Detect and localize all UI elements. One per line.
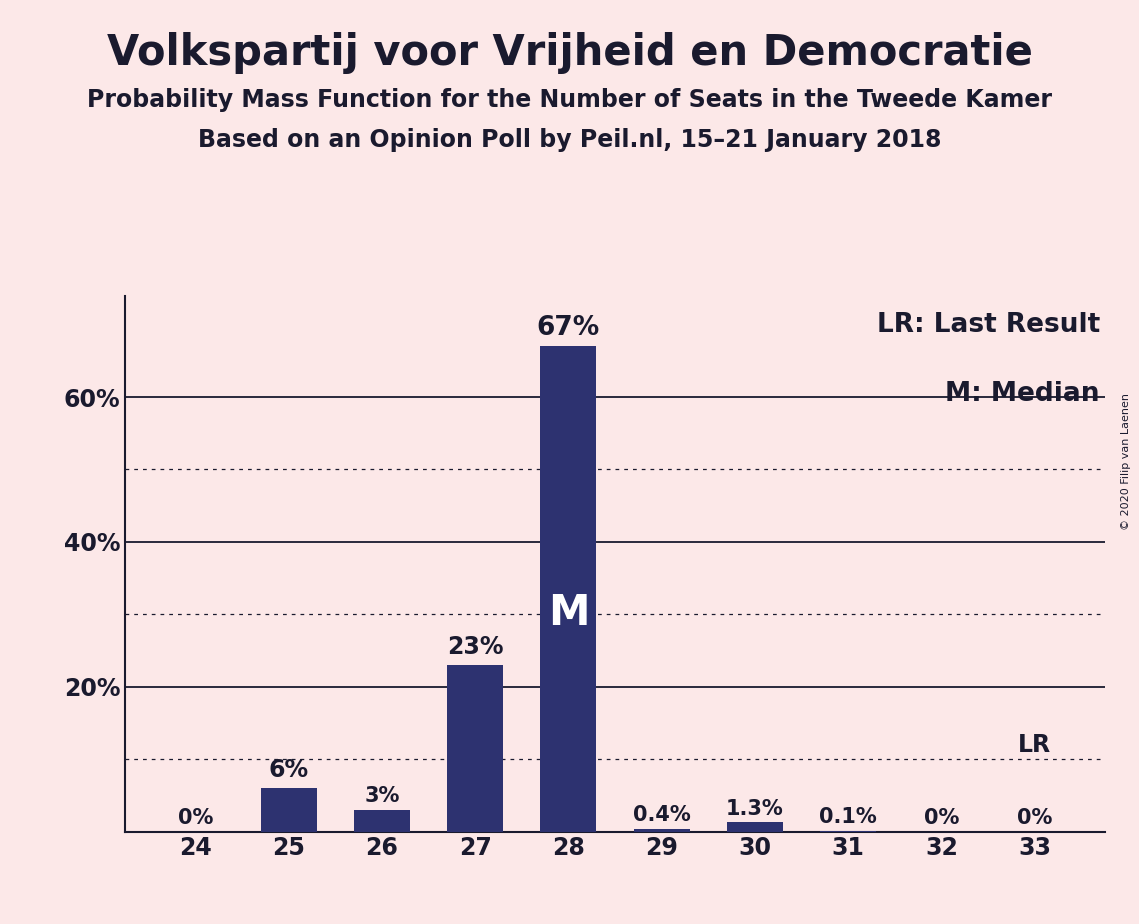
Text: Probability Mass Function for the Number of Seats in the Tweede Kamer: Probability Mass Function for the Number…: [87, 88, 1052, 112]
Text: LR: Last Result: LR: Last Result: [877, 311, 1100, 338]
Text: 0%: 0%: [1017, 808, 1052, 828]
Bar: [727, 822, 782, 832]
Text: 0%: 0%: [178, 808, 213, 828]
Text: 6%: 6%: [269, 759, 309, 783]
Text: 0.4%: 0.4%: [633, 805, 690, 825]
Text: 1.3%: 1.3%: [727, 798, 784, 819]
Text: M: M: [548, 592, 589, 634]
Text: 0%: 0%: [924, 808, 959, 828]
Text: Volkspartij voor Vrijheid en Democratie: Volkspartij voor Vrijheid en Democratie: [107, 32, 1032, 74]
Text: Based on an Opinion Poll by Peil.nl, 15–21 January 2018: Based on an Opinion Poll by Peil.nl, 15–…: [198, 128, 941, 152]
Text: 23%: 23%: [446, 635, 503, 659]
Bar: [448, 665, 503, 832]
Bar: [261, 788, 317, 832]
Text: M: Median: M: Median: [945, 382, 1100, 407]
Bar: [540, 346, 597, 832]
Bar: [633, 829, 690, 832]
Bar: [354, 809, 410, 832]
Text: LR: LR: [1018, 733, 1051, 757]
Text: 67%: 67%: [536, 314, 600, 341]
Text: 3%: 3%: [364, 786, 400, 807]
Text: © 2020 Filip van Laenen: © 2020 Filip van Laenen: [1121, 394, 1131, 530]
Text: 0.1%: 0.1%: [819, 808, 877, 827]
